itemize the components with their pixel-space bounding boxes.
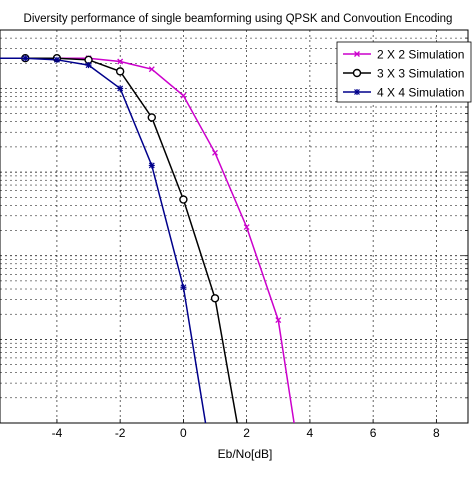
series-group [0,54,295,423]
x-icon [180,92,187,99]
circle-icon [210,294,220,303]
marker-stroke [117,58,124,65]
axes: -4 -2 0 2 4 6 8 [0,29,469,440]
x-icon [148,66,155,73]
circle-icon [352,68,362,78]
legend-label: 4 X 4 Simulation [377,86,464,100]
marker-stroke [180,92,187,99]
marker-circle [115,67,125,76]
x-icon [275,317,282,324]
legend-label: 2 X 2 Simulation [377,48,464,62]
marker-stroke [354,51,360,57]
x-icon [243,224,250,231]
x-tick-label: 2 [243,426,250,440]
x-tick-label: 8 [433,426,440,440]
x-tick-label: -4 [52,426,63,440]
marker-circle [210,294,220,303]
series-line-3 [0,57,207,423]
marker-stroke [243,224,250,231]
marker-circle [179,195,188,204]
x-tick-label: -2 [115,426,126,440]
x-tick-label: 6 [370,426,377,440]
star-icon [53,56,60,63]
marker-circle [352,68,362,78]
marker-circle [147,113,156,122]
plot-frame [0,29,469,424]
star-icon [180,284,187,291]
x-icon [354,51,360,57]
marker-stroke [275,317,282,324]
star-icon [85,62,92,69]
x-axis-label: Eb/No[dB] [218,447,273,461]
star-icon [354,89,360,95]
marker-stroke [148,66,155,73]
series-line-2 [0,57,238,423]
star-icon [148,162,155,169]
star-icon [22,55,29,62]
x-icon [212,149,218,156]
marker-stroke [212,149,218,156]
chart-title: Diversity performance of single beamform… [24,13,453,25]
x-tick-label: 4 [307,426,314,440]
circle-icon [147,113,156,122]
star-icon [117,85,124,92]
series-line-1 [0,57,295,423]
circle-icon [179,195,188,204]
legend-label: 3 X 3 Simulation [377,67,464,81]
legend: 2 X 2 Simulation 3 X 3 Simulation 4 X 4 Si… [336,41,472,103]
x-icon [117,58,124,65]
x-tick-label: 0 [180,426,187,440]
circle-icon [115,67,125,76]
